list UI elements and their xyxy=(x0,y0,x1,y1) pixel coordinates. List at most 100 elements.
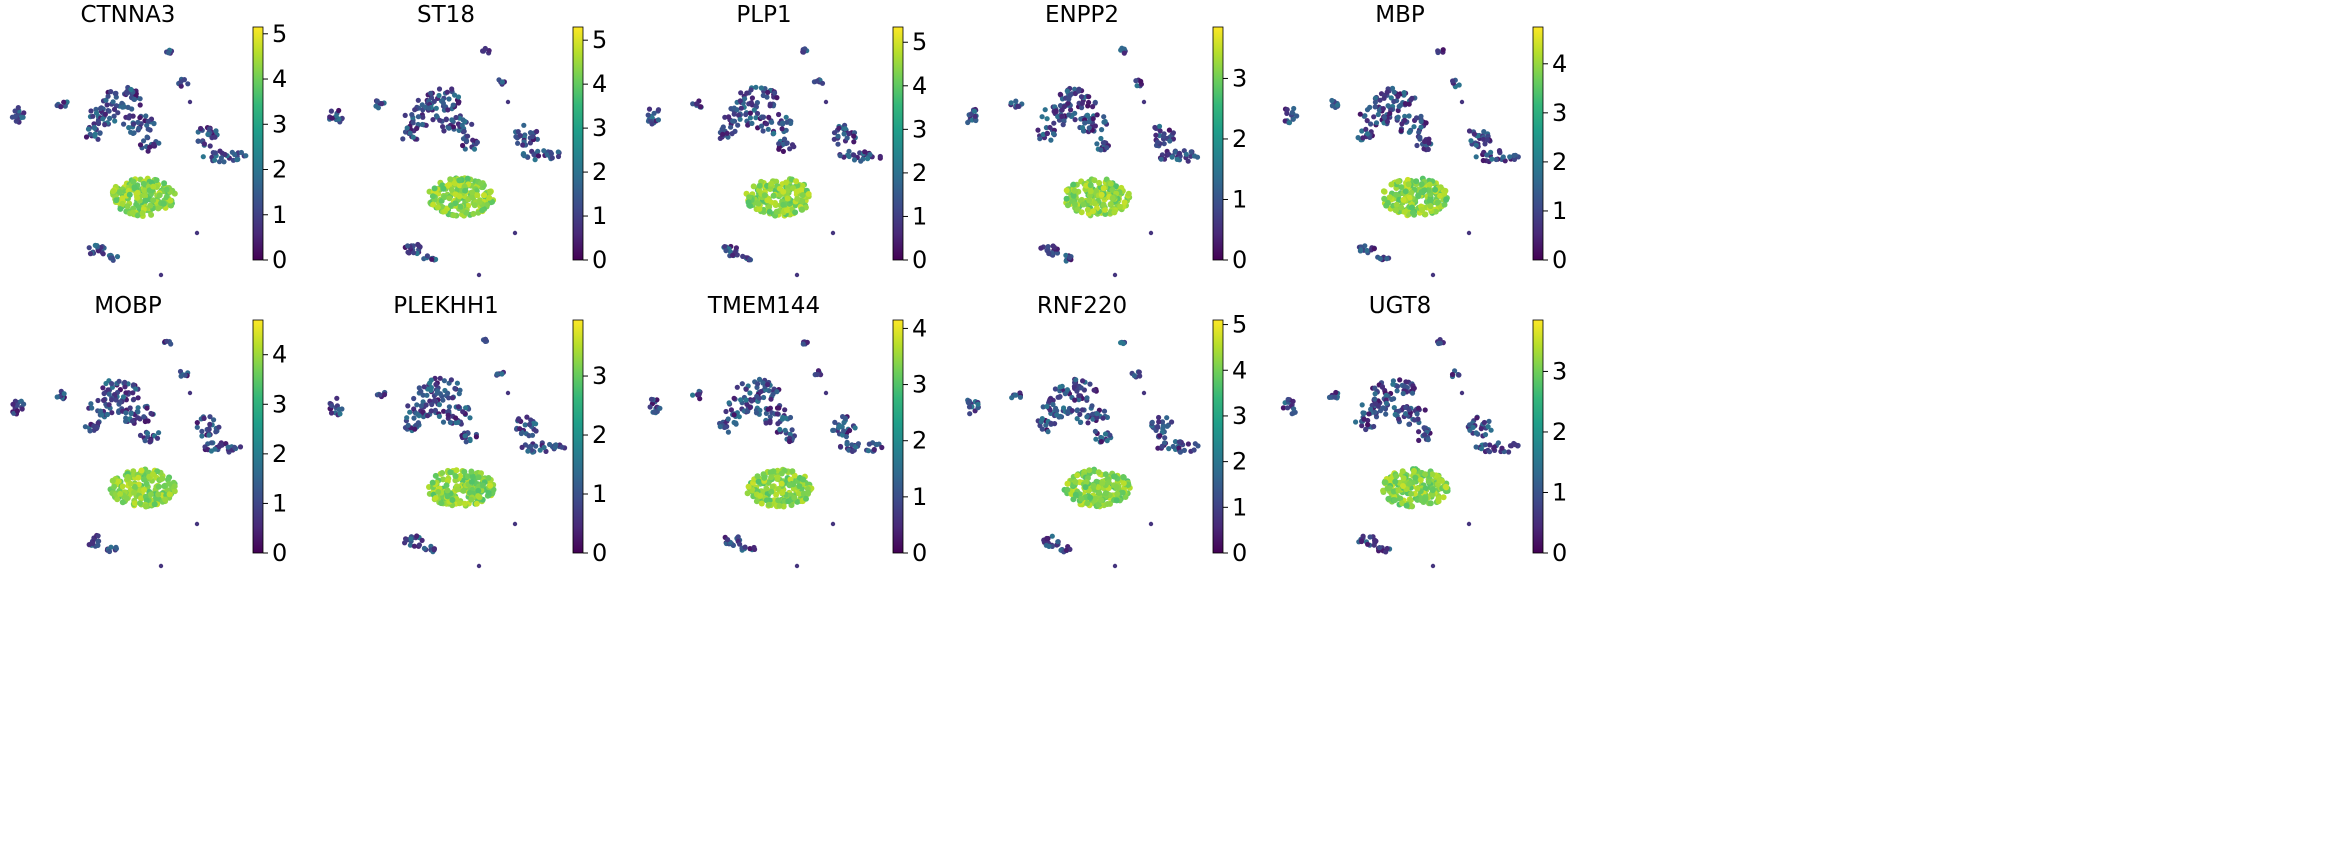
scatter-point xyxy=(1048,420,1054,426)
scatter-point xyxy=(1095,469,1102,476)
panel-title-mobp: MOBP xyxy=(94,293,162,319)
scatter-point xyxy=(456,127,462,133)
scatter-point xyxy=(201,415,207,421)
scatter-point xyxy=(436,86,443,92)
scatter-point xyxy=(749,95,756,101)
scatter-point xyxy=(830,230,836,236)
scatter-point xyxy=(451,180,458,187)
scatter-point xyxy=(1063,195,1070,202)
panel-title-rnf220: RNF220 xyxy=(1037,293,1127,319)
scatter-point xyxy=(61,99,67,105)
scatter-point xyxy=(734,384,740,390)
scatter-point xyxy=(131,96,138,102)
scatter-point xyxy=(425,413,431,419)
scatter-point xyxy=(1391,497,1398,504)
scatter-point xyxy=(517,426,523,432)
scatter-points-plekhh1 xyxy=(327,336,568,569)
scatter-point xyxy=(1484,152,1490,158)
scatter-point xyxy=(10,401,16,407)
scatter-points-mobp xyxy=(10,338,244,569)
panel-title-st18: ST18 xyxy=(417,2,475,28)
scatter-point xyxy=(121,121,127,127)
scatter-point xyxy=(1050,243,1056,249)
scatter-point xyxy=(1335,102,1341,108)
scatter-point xyxy=(1401,208,1408,215)
colorbar-tick-label: 0 xyxy=(912,246,927,274)
scatter-point xyxy=(124,203,131,210)
scatter-point xyxy=(1398,184,1405,191)
scatter-point xyxy=(760,92,766,99)
scatter-point xyxy=(95,542,101,549)
scatter-point xyxy=(1381,195,1388,202)
scatter-point xyxy=(1367,534,1373,540)
scatter-point xyxy=(1484,137,1490,143)
scatter-point xyxy=(1154,424,1160,430)
umap-panel-mobp: MOBP 0 1 2 3 4 xyxy=(10,293,287,569)
scatter-point xyxy=(135,395,141,401)
umap-panel-plekhh1: PLEKHH1 0 1 2 3 xyxy=(327,293,607,569)
scatter-point xyxy=(1152,124,1158,131)
scatter-point xyxy=(87,131,93,137)
scatter-point xyxy=(1092,495,1098,502)
scatter-point xyxy=(1409,204,1415,211)
scatter-point xyxy=(464,138,470,144)
scatter-point xyxy=(87,428,93,434)
scatter-point xyxy=(767,103,773,109)
scatter-point xyxy=(432,407,438,413)
scatter-point xyxy=(88,401,94,407)
scatter-point xyxy=(791,144,797,150)
scatter-point xyxy=(1401,90,1407,96)
colorbar-gradient xyxy=(572,26,584,261)
scatter-point xyxy=(144,430,151,436)
scatter-point xyxy=(1079,407,1085,413)
scatter-point xyxy=(1156,419,1162,425)
scatter-point xyxy=(211,417,217,423)
scatter-point xyxy=(768,488,775,495)
scatter-point xyxy=(1045,244,1051,250)
scatter-point xyxy=(1512,442,1518,448)
scatter-point xyxy=(1087,188,1094,195)
scatter-point xyxy=(426,105,432,111)
scatter-point xyxy=(146,187,153,194)
scatter-point xyxy=(95,397,101,404)
scatter-point xyxy=(415,420,421,426)
scatter-point xyxy=(729,131,735,137)
scatter-point xyxy=(139,210,146,217)
scatter-point xyxy=(144,405,150,411)
scatter-point xyxy=(436,402,442,408)
scatter-point xyxy=(738,90,744,96)
scatter-point xyxy=(410,120,416,126)
scatter-point xyxy=(434,204,441,211)
scatter-point xyxy=(830,521,836,527)
scatter-point xyxy=(851,152,857,158)
scatter-point xyxy=(1400,475,1407,482)
scatter-point xyxy=(95,118,101,124)
colorbar-tick-label: 2 xyxy=(1552,418,1567,446)
scatter-point xyxy=(1395,487,1402,494)
scatter-point xyxy=(1040,131,1046,137)
scatter-point xyxy=(106,402,112,408)
scatter-point xyxy=(971,108,978,114)
scatter-point xyxy=(107,115,113,121)
scatter-point xyxy=(420,409,426,415)
scatter-point xyxy=(1355,135,1361,141)
scatter-point xyxy=(1113,484,1120,491)
scatter-point xyxy=(744,90,750,96)
scatter-point xyxy=(436,92,442,99)
scatter-point xyxy=(722,244,728,250)
scatter-point xyxy=(1394,388,1400,394)
scatter-point xyxy=(433,381,439,388)
scatter-point xyxy=(424,253,430,259)
scatter-point xyxy=(158,563,164,569)
scatter-point xyxy=(1393,191,1400,198)
scatter-point xyxy=(423,402,429,408)
scatter-point xyxy=(1047,407,1053,413)
scatter-point xyxy=(1413,115,1420,121)
scatter-point xyxy=(105,387,111,393)
scatter-point xyxy=(1416,129,1422,135)
scatter-point xyxy=(194,230,200,236)
scatter-point xyxy=(123,390,129,396)
scatter-point xyxy=(1091,177,1098,184)
scatter-point xyxy=(405,243,411,249)
scatter-point xyxy=(522,422,528,428)
